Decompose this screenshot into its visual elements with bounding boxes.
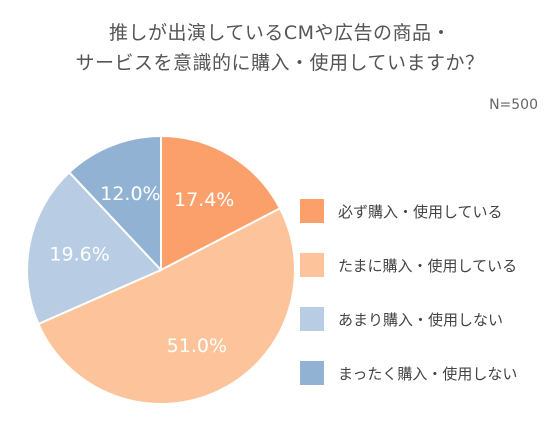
legend-item-never: まったく購入・使用しない xyxy=(300,360,517,386)
pie-slice-sometimes xyxy=(37,207,296,405)
pie-slice-never xyxy=(68,135,162,271)
pie-chart: 17.4% 51.0% 19.6% 12.0% xyxy=(26,135,296,405)
legend: 必ず購入・使用している たまに購入・使用している あまり購入・使用しない まった… xyxy=(300,198,517,414)
legend-swatch-sometimes xyxy=(300,253,324,277)
pie-slice-rarely xyxy=(26,171,162,325)
legend-label-rarely: あまり購入・使用しない xyxy=(338,310,504,329)
legend-item-rarely: あまり購入・使用しない xyxy=(300,306,517,332)
pie-label-never: 12.0% xyxy=(100,183,160,205)
legend-swatch-always xyxy=(300,199,324,223)
pie-slice-always xyxy=(160,135,282,271)
pie-label-rarely: 19.6% xyxy=(49,243,109,265)
sample-size-note: N=500 xyxy=(489,97,538,113)
pie-label-always: 17.4% xyxy=(174,189,234,211)
chart-title: 推しが出演しているCMや広告の商品・ サービスを意識的に購入・使用していますか？ xyxy=(0,18,560,78)
legend-label-always: 必ず購入・使用している xyxy=(338,202,503,221)
legend-swatch-never xyxy=(300,361,324,385)
legend-label-never: まったく購入・使用しない xyxy=(338,364,518,383)
legend-item-always: 必ず購入・使用している xyxy=(300,198,517,224)
legend-label-sometimes: たまに購入・使用している xyxy=(338,256,518,275)
chart-title-line-2: サービスを意識的に購入・使用していますか？ xyxy=(75,52,485,74)
chart-title-line-1: 推しが出演しているCMや広告の商品・ xyxy=(108,22,452,44)
pie-label-sometimes: 51.0% xyxy=(167,335,227,357)
legend-item-sometimes: たまに購入・使用している xyxy=(300,252,517,278)
legend-swatch-rarely xyxy=(300,307,324,331)
